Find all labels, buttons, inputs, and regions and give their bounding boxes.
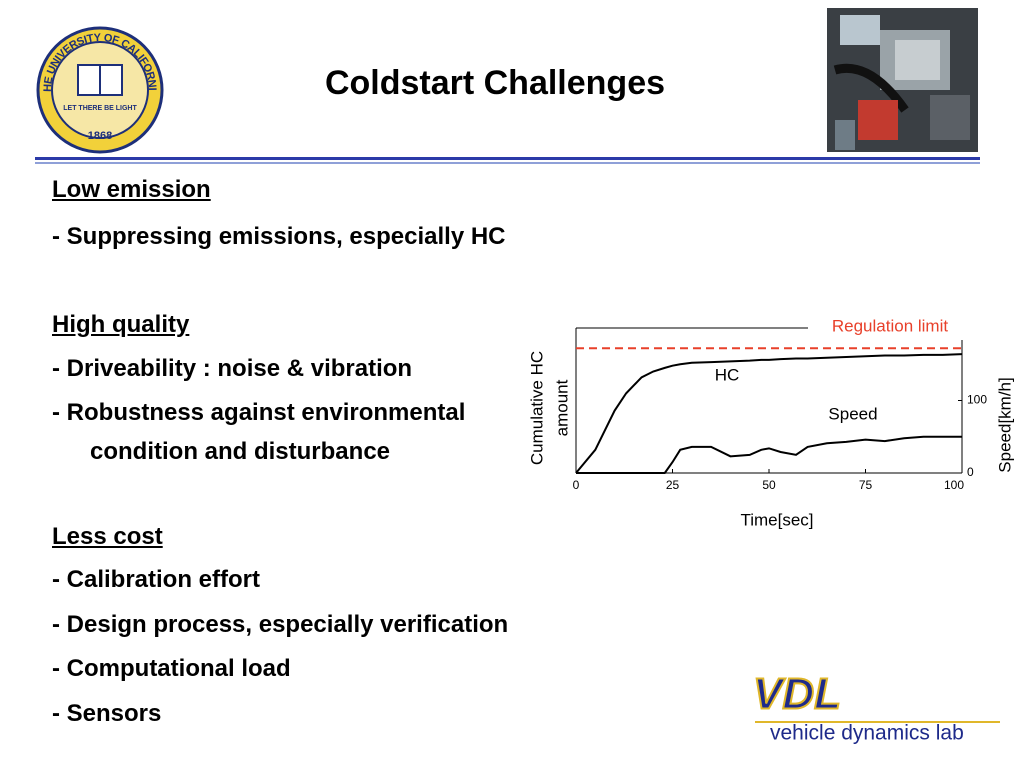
y-axis-label: Cumulative HC: [527, 351, 546, 465]
heading: Less cost: [52, 523, 163, 550]
divider: [35, 157, 980, 160]
title: Coldstart Challenges: [324, 64, 666, 102]
logo-text: vehicle dynamics lab: [770, 722, 964, 745]
item: - Robustness against environmental: [52, 399, 466, 426]
item: - Suppressing emissions, especially HC: [52, 223, 506, 250]
item: - Design process, especially verificatio…: [52, 611, 509, 638]
x-tick-label: 0: [573, 478, 580, 492]
y2-tick-label: 100: [967, 393, 987, 407]
x-tick-label: 50: [762, 478, 776, 492]
seal-year: 1868: [88, 130, 112, 142]
heading: Low emission: [52, 176, 211, 203]
series-label: HC: [715, 365, 740, 384]
vdl-logo: VDL vehicle dynamics lab: [752, 669, 1000, 745]
y2-tick-label: 0: [967, 465, 974, 479]
item: - Computational load: [52, 655, 291, 682]
y-axis-label: amount: [552, 379, 571, 436]
item: - Driveability : noise & vibration: [52, 355, 413, 382]
item: - Sensors: [52, 700, 162, 727]
series-line: [575, 353, 963, 474]
series-line: [576, 435, 962, 474]
x-tick-label: 100: [944, 478, 964, 492]
series-label: Speed: [828, 404, 877, 423]
x-axis-label: Time[sec]: [740, 510, 813, 529]
logo-mark: VDL: [753, 670, 841, 719]
seal: THE UNIVERSITY OF CALIFORNIA LET THERE B…: [0, 0, 164, 154]
item: - Calibration effort: [52, 566, 260, 593]
x-tick-label: 25: [666, 478, 680, 492]
regulation-label: Regulation limit: [832, 316, 948, 335]
y2-axis-label: Speed[km/h]: [995, 377, 1014, 472]
item: condition and disturbance: [90, 438, 391, 465]
x-tick-label: 75: [859, 478, 873, 492]
heading: High quality: [52, 311, 190, 338]
seal-motto: LET THERE BE LIGHT: [63, 105, 137, 112]
engine-photo: [827, 8, 978, 152]
divider: [35, 162, 980, 164]
